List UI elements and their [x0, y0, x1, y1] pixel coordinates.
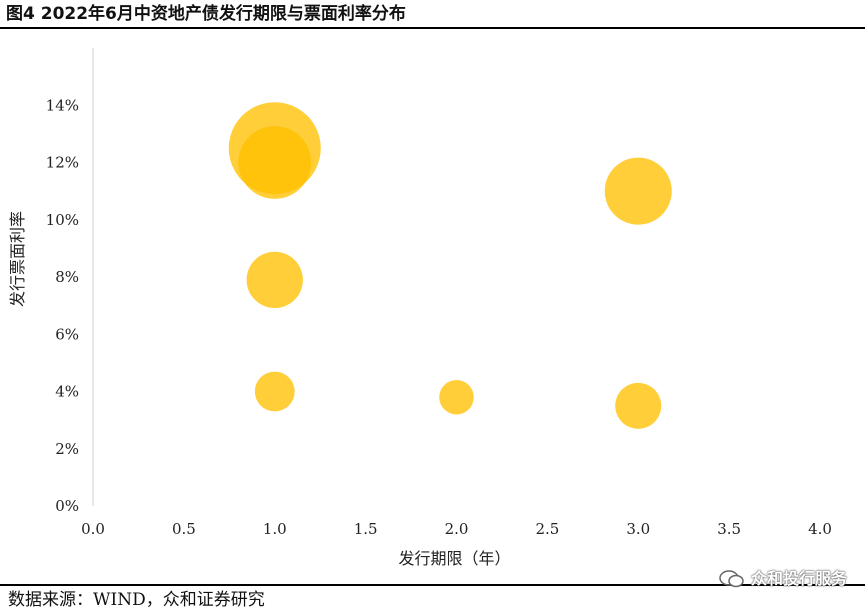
y-tick-labels: 0% 2% 4% 6% 8% 10% 12% 14%	[46, 96, 79, 515]
bubbles	[228, 102, 672, 429]
bubble-point-3	[254, 371, 295, 412]
x-axis-label: 发行期限（年）	[398, 549, 510, 568]
x-tick-label: 1.0	[263, 520, 287, 538]
x-tick-label: 2.0	[445, 520, 469, 538]
x-tick-labels: 0.0 0.5 1.0 1.5 2.0 2.5 3.0 3.5 4.0	[81, 520, 832, 538]
y-tick-label: 14%	[46, 96, 79, 114]
x-tick-label: 3.5	[717, 520, 741, 538]
bubble-point-6	[615, 382, 662, 429]
top-rule	[0, 27, 865, 29]
y-tick-label: 8%	[55, 268, 79, 286]
chart-title: 图4 2022年6月中资地产债发行期限与票面利率分布	[6, 4, 406, 24]
y-tick-label: 4%	[55, 383, 79, 401]
y-tick-label: 10%	[46, 211, 79, 229]
x-tick-label: 2.5	[535, 520, 559, 538]
bubble-point-1	[238, 126, 312, 199]
bubble-point-4	[439, 379, 474, 415]
bubble-chart: 0.0 0.5 1.0 1.5 2.0 2.5 3.0 3.5 4.0 0% 2% 4% 6% 8% 10…	[8, 48, 832, 568]
bubble-point-5	[604, 157, 672, 225]
y-tick-label: 12%	[46, 154, 79, 172]
bubble-point-2	[246, 251, 303, 309]
watermark-text: 众和投行服务	[750, 569, 847, 588]
y-tick-label: 6%	[55, 325, 79, 343]
x-tick-label: 4.0	[808, 520, 832, 538]
x-tick-label: 0.5	[172, 520, 196, 538]
x-tick-label: 0.0	[81, 520, 105, 538]
x-tick-label: 1.5	[354, 520, 378, 538]
y-axis-label: 发行票面利率	[8, 211, 27, 307]
wechat-icon	[719, 570, 744, 588]
watermark: 众和投行服务	[719, 566, 847, 592]
bottom-rule	[0, 584, 865, 586]
y-tick-label: 2%	[55, 440, 79, 458]
y-tick-label: 0%	[55, 497, 79, 515]
x-tick-label: 3.0	[626, 520, 650, 538]
source-note: 数据来源：WIND，众和证券研究	[8, 590, 265, 610]
